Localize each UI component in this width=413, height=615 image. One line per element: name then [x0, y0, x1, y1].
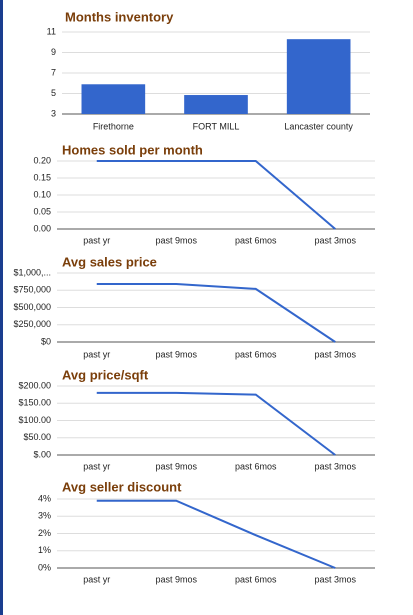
x-tick-label: past yr — [83, 574, 110, 584]
line — [96, 391, 336, 456]
y-tick-label: 3% — [38, 511, 51, 521]
left-border — [0, 0, 3, 615]
x-tick-label: past 6mos — [235, 235, 277, 245]
bar — [286, 39, 351, 114]
x-tick-label: past 9mos — [155, 235, 197, 245]
x-tick-label: past 3mos — [314, 235, 356, 245]
y-tick-label: $100.00 — [18, 415, 51, 425]
y-tick-label: 11 — [47, 26, 56, 36]
y-tick-label: $0 — [41, 336, 51, 346]
y-tick-label: 5 — [51, 88, 56, 98]
y-tick-label: 0.05 — [33, 206, 51, 216]
y-tick-label: $150.00 — [18, 398, 51, 408]
line — [96, 283, 336, 343]
x-tick-label: past yr — [83, 349, 110, 359]
x-tick-label: past 3mos — [314, 574, 356, 584]
y-tick-label: $500,000 — [13, 302, 51, 312]
y-tick-label: 4% — [38, 493, 51, 503]
x-tick-label: past 9mos — [155, 461, 197, 471]
x-tick-label: past 3mos — [314, 349, 356, 359]
x-tick-label: past 9mos — [155, 574, 197, 584]
line — [96, 499, 336, 569]
x-tick-label: past 3mos — [314, 461, 356, 471]
y-tick-label: 9 — [51, 47, 56, 57]
bar — [184, 95, 248, 114]
chart-title: Months inventory — [65, 9, 174, 24]
y-tick-label: 3 — [51, 108, 56, 118]
y-tick-label: $.00 — [33, 449, 51, 459]
x-tick-label: past 6mos — [235, 461, 277, 471]
x-tick-label: past 6mos — [235, 574, 277, 584]
chart-title: Avg sales price — [62, 254, 157, 269]
line — [96, 160, 336, 230]
y-tick-label: 1% — [38, 545, 51, 555]
y-tick-label: $250,000 — [13, 319, 51, 329]
y-tick-label: $200.00 — [18, 380, 51, 390]
x-tick-label: past 9mos — [155, 349, 197, 359]
bar — [81, 84, 146, 114]
y-tick-label: 0% — [38, 562, 51, 572]
chart-title: Homes sold per month — [62, 142, 203, 157]
x-tick-label: Lancaster county — [284, 121, 353, 131]
y-tick-label: 0.00 — [33, 223, 51, 233]
y-tick-label: 2% — [38, 528, 51, 538]
y-tick-label: 0.15 — [33, 172, 51, 182]
x-tick-label: FORT MILL — [193, 121, 240, 131]
y-tick-label: $50.00 — [23, 432, 51, 442]
x-tick-label: past yr — [83, 461, 110, 471]
y-tick-label: 0.10 — [33, 189, 51, 199]
y-tick-label: $750,000 — [13, 285, 51, 295]
y-tick-label: 0.20 — [33, 155, 51, 165]
y-tick-label: $1,000,... — [13, 267, 51, 277]
chart-title: Avg price/sqft — [62, 367, 149, 382]
y-tick-label: 7 — [51, 67, 56, 77]
chart-title: Avg seller discount — [62, 479, 182, 494]
x-tick-label: past 6mos — [235, 349, 277, 359]
x-tick-label: past yr — [83, 235, 110, 245]
x-tick-label: Firethorne — [93, 121, 134, 131]
